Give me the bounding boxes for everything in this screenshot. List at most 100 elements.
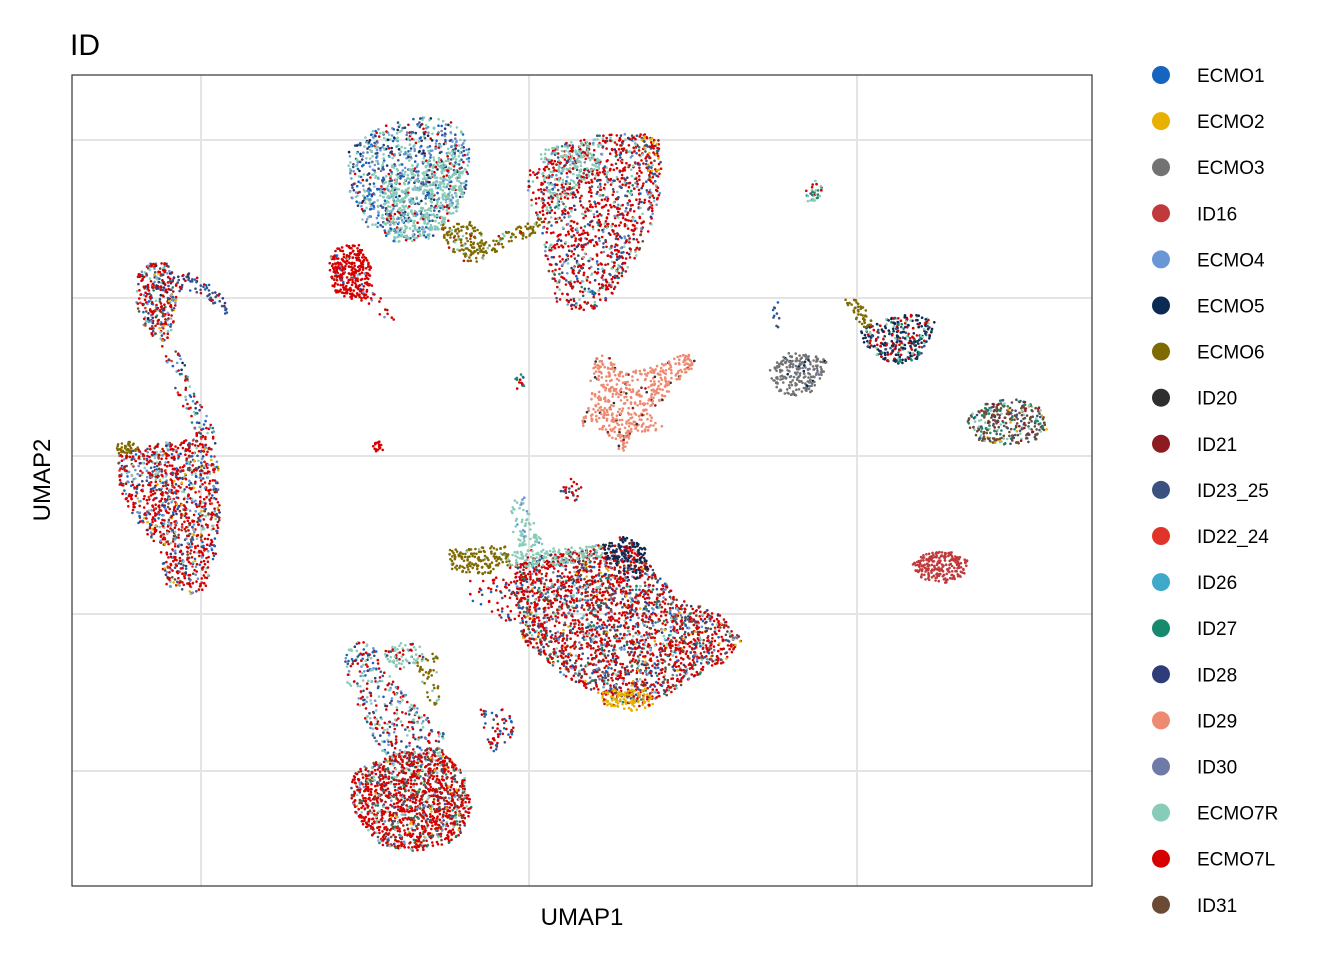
scatter-point bbox=[544, 148, 547, 151]
scatter-point bbox=[625, 149, 628, 152]
scatter-point bbox=[458, 151, 462, 155]
scatter-point bbox=[201, 455, 205, 458]
scatter-point bbox=[476, 251, 480, 255]
scatter-point bbox=[656, 186, 660, 190]
scatter-point bbox=[205, 414, 208, 418]
scatter-point bbox=[362, 296, 366, 299]
scatter-point bbox=[376, 221, 380, 225]
scatter-point bbox=[405, 133, 409, 137]
scatter-point bbox=[439, 166, 442, 169]
scatter-point bbox=[427, 191, 431, 195]
scatter-point bbox=[213, 455, 216, 458]
scatter-point bbox=[404, 194, 408, 198]
scatter-point bbox=[582, 229, 585, 232]
scatter-point bbox=[342, 259, 345, 263]
scatter-point bbox=[436, 200, 439, 203]
scatter-point bbox=[142, 293, 146, 297]
scatter-point bbox=[371, 160, 374, 164]
scatter-point bbox=[407, 150, 410, 153]
scatter-point bbox=[586, 223, 590, 226]
scatter-point bbox=[463, 185, 466, 188]
scatter-point bbox=[166, 311, 170, 315]
scatter-point bbox=[414, 154, 418, 158]
scatter-point bbox=[420, 199, 423, 203]
scatter-point bbox=[400, 189, 404, 193]
scatter-point bbox=[166, 275, 170, 279]
chart-title: ID bbox=[70, 29, 100, 62]
scatter-point bbox=[424, 182, 428, 185]
scatter-point bbox=[168, 464, 172, 467]
scatter-point bbox=[378, 313, 382, 316]
scatter-point bbox=[592, 295, 595, 299]
scatter-point bbox=[167, 317, 170, 320]
scatter-point bbox=[203, 509, 207, 513]
scatter-point bbox=[367, 198, 371, 202]
scatter-point bbox=[437, 117, 440, 121]
scatter-point bbox=[182, 469, 185, 472]
scatter-point bbox=[650, 166, 653, 169]
scatter-point bbox=[438, 158, 441, 161]
scatter-point bbox=[470, 246, 474, 249]
scatter-point bbox=[379, 148, 382, 152]
scatter-point bbox=[391, 187, 394, 191]
scatter-point bbox=[450, 198, 453, 202]
scatter-point bbox=[626, 189, 630, 193]
scatter-point bbox=[408, 217, 412, 221]
scatter-point bbox=[173, 538, 177, 541]
scatter-point bbox=[122, 458, 126, 461]
scatter-point bbox=[404, 238, 408, 242]
scatter-point bbox=[628, 181, 632, 185]
scatter-point bbox=[173, 491, 176, 494]
scatter-point bbox=[362, 194, 365, 197]
scatter-point bbox=[608, 272, 611, 276]
scatter-point bbox=[186, 497, 189, 500]
scatter-point bbox=[422, 217, 425, 221]
scatter-point bbox=[484, 241, 488, 244]
scatter-point bbox=[416, 221, 419, 224]
scatter-point bbox=[213, 467, 216, 471]
scatter-point bbox=[561, 258, 564, 261]
scatter-point bbox=[389, 221, 393, 224]
scatter-point bbox=[136, 302, 140, 305]
scatter-point bbox=[213, 510, 217, 513]
scatter-point bbox=[167, 287, 170, 291]
scatter-point bbox=[406, 173, 410, 177]
scatter-point bbox=[148, 444, 152, 448]
scatter-point bbox=[126, 475, 129, 478]
scatter-point bbox=[617, 257, 620, 260]
scatter-point bbox=[651, 212, 654, 216]
scatter-point bbox=[207, 512, 210, 516]
scatter-point bbox=[336, 247, 339, 250]
scatter-point bbox=[438, 185, 442, 188]
scatter-point bbox=[141, 479, 144, 483]
scatter-point bbox=[149, 448, 152, 451]
scatter-point bbox=[565, 161, 569, 164]
scatter-point bbox=[632, 187, 636, 190]
scatter-point bbox=[602, 230, 605, 234]
scatter-point bbox=[190, 421, 194, 424]
scatter-point bbox=[466, 164, 470, 167]
scatter-point bbox=[171, 295, 175, 299]
scatter-point bbox=[569, 157, 573, 161]
scatter-point bbox=[447, 159, 450, 163]
scatter-point bbox=[507, 240, 511, 243]
scatter-point bbox=[127, 470, 131, 474]
scatter-point bbox=[447, 174, 451, 178]
scatter-point bbox=[396, 217, 399, 221]
scatter-point bbox=[209, 423, 212, 427]
scatter-point bbox=[405, 131, 409, 134]
scatter-point bbox=[170, 491, 174, 495]
scatter-point bbox=[565, 171, 569, 175]
scatter-point bbox=[206, 431, 209, 435]
scatter-point bbox=[151, 520, 154, 524]
scatter-point bbox=[371, 155, 374, 158]
scatter-point bbox=[580, 285, 583, 289]
scatter-point bbox=[368, 157, 372, 160]
scatter-point bbox=[631, 203, 634, 207]
scatter-point bbox=[385, 130, 388, 133]
scatter-point bbox=[367, 161, 371, 165]
scatter-point bbox=[210, 458, 213, 462]
scatter-point bbox=[149, 466, 153, 470]
scatter-point bbox=[147, 511, 150, 515]
scatter-point bbox=[442, 169, 446, 172]
